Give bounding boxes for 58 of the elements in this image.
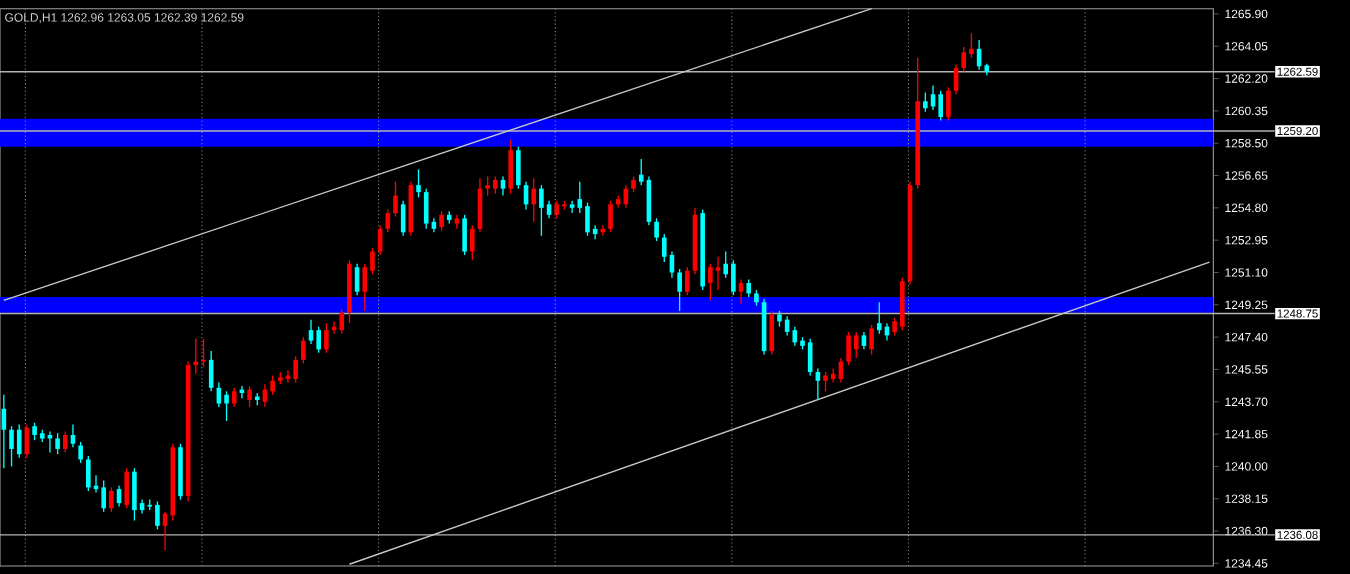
candlestick	[231, 387, 237, 408]
candlestick	[439, 210, 444, 232]
candlestick	[469, 224, 475, 261]
candlestick	[961, 46, 967, 73]
candlestick	[201, 338, 206, 368]
candlestick	[270, 374, 275, 396]
candlestick	[946, 86, 951, 122]
candlestick	[938, 90, 944, 122]
candlestick	[585, 201, 590, 237]
candlestick	[62, 430, 68, 454]
candlestick	[78, 441, 83, 464]
candlestick	[132, 467, 137, 522]
candlestick	[900, 277, 905, 331]
candlestick	[869, 324, 874, 356]
candlestick	[247, 385, 252, 408]
candlestick	[101, 479, 106, 513]
candlestick	[393, 180, 398, 218]
candlestick	[815, 367, 821, 401]
candlestick	[55, 432, 60, 455]
candlestick	[324, 322, 329, 354]
candlestick	[853, 331, 859, 359]
candlestick	[155, 500, 160, 530]
candlestick	[339, 308, 345, 335]
candlestick	[531, 177, 537, 223]
candlestick	[923, 91, 928, 113]
candlestick	[731, 259, 736, 296]
candlestick	[708, 263, 713, 302]
candlestick	[124, 467, 130, 510]
candlestick	[308, 318, 314, 345]
candlestick	[769, 310, 775, 356]
candlestick	[500, 175, 506, 197]
candlestick	[293, 355, 298, 384]
candlestick	[539, 184, 544, 237]
candlestick	[930, 84, 936, 111]
candlestick	[846, 331, 851, 366]
candlestick	[876, 301, 882, 335]
candlestick	[738, 278, 744, 305]
candlestick	[9, 425, 14, 468]
candlestick	[715, 256, 721, 291]
candlestick	[516, 146, 521, 190]
candlestick	[224, 390, 229, 422]
candlestick	[86, 455, 91, 492]
candlestick	[423, 187, 429, 230]
candlestick	[608, 200, 613, 233]
candlestick	[70, 423, 76, 448]
candlestick	[16, 423, 22, 459]
candlestick	[301, 336, 306, 365]
candlestick	[685, 266, 690, 296]
candlestick	[416, 168, 421, 199]
candlestick	[677, 268, 682, 312]
candlestick	[485, 175, 490, 197]
candlestick	[462, 214, 467, 256]
candlestick	[109, 486, 114, 513]
candlestick	[569, 200, 575, 214]
candlestick	[823, 371, 828, 392]
candlestick	[654, 217, 659, 242]
candlestick	[316, 325, 322, 354]
candlestick	[508, 139, 513, 195]
